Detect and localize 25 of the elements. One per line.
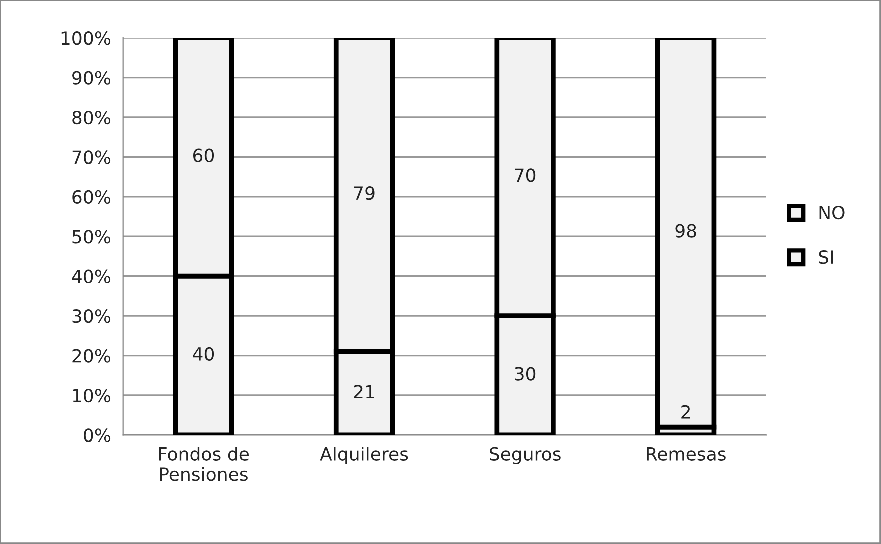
y-tick-label: 70% <box>72 150 111 164</box>
y-tick-label: 80% <box>72 110 111 125</box>
y-tick-label: 100% <box>62 32 111 46</box>
y-tick-label: 20% <box>72 349 111 363</box>
y-tick-label: 60% <box>72 190 111 204</box>
y-tick-label: 0% <box>84 428 111 442</box>
data-label: 79 <box>354 186 375 200</box>
x-tick-label: Fondos de Pensiones <box>159 447 249 482</box>
x-tick-label: Seguros <box>490 447 561 464</box>
data-label: 60 <box>194 148 214 162</box>
data-label: 98 <box>676 224 696 238</box>
legend-label: SI <box>819 250 834 264</box>
data-label: 40 <box>193 347 214 362</box>
x-tick-label: Alquileres <box>320 447 408 464</box>
y-tick-label: 50% <box>72 230 111 244</box>
data-label: 70 <box>515 168 536 182</box>
legend-label: NO <box>820 206 845 220</box>
y-tick-label: 90% <box>72 71 111 85</box>
y-tick-label: 40% <box>72 270 111 284</box>
data-label: 2 <box>682 405 690 419</box>
y-tick-label: 10% <box>73 388 111 403</box>
data-label: 30 <box>515 367 536 381</box>
y-tick-label: 30% <box>72 310 111 324</box>
data-label: 21 <box>354 385 374 398</box>
x-tick-label: Remesas <box>647 448 726 461</box>
